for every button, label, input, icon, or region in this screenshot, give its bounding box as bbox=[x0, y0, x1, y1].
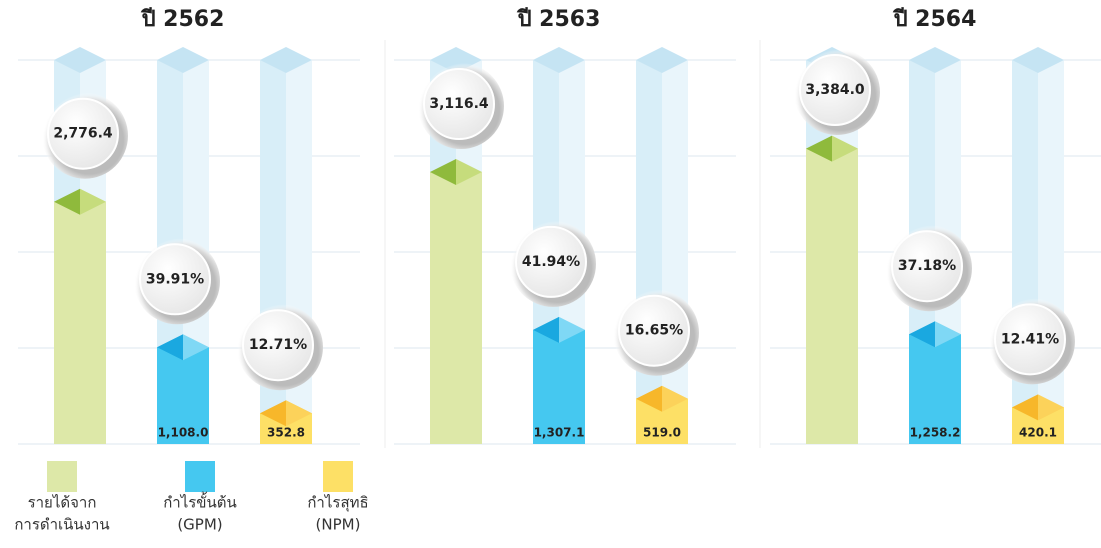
bar-cap bbox=[832, 135, 858, 162]
panel-title: ปี 2562 bbox=[140, 7, 224, 32]
bar-cap bbox=[54, 188, 80, 215]
value-label: 1,108.0 bbox=[158, 426, 209, 440]
badge-label: 37.18% bbox=[898, 258, 956, 274]
column-cap bbox=[157, 47, 209, 73]
bar bbox=[909, 334, 961, 444]
badge-label: 2,776.4 bbox=[53, 126, 113, 142]
bar-cap bbox=[183, 334, 209, 361]
bar-cap bbox=[1012, 394, 1038, 421]
legend-swatch bbox=[323, 461, 353, 492]
value-label: 1,307.1 bbox=[534, 426, 585, 440]
badge-label: 39.91% bbox=[146, 271, 204, 287]
bar-cap bbox=[430, 159, 456, 186]
panel-title: ปี 2564 bbox=[892, 7, 976, 32]
badge bbox=[242, 309, 314, 382]
column-cap bbox=[636, 47, 688, 73]
badge bbox=[891, 230, 963, 303]
badge bbox=[994, 303, 1066, 376]
badge-label: 3,116.4 bbox=[429, 96, 489, 112]
bar-cap bbox=[533, 316, 559, 343]
column-bg-left bbox=[636, 60, 662, 444]
bar-cap bbox=[80, 188, 106, 215]
bar-cap bbox=[559, 316, 585, 343]
legend-label: (NPM) bbox=[316, 516, 361, 534]
bar-cap bbox=[1038, 394, 1064, 421]
bar-cap bbox=[909, 321, 935, 348]
legend-label: (GPM) bbox=[177, 516, 222, 534]
column-bg-left bbox=[1012, 60, 1038, 444]
bar-cap bbox=[636, 385, 662, 412]
column-cap bbox=[1012, 47, 1064, 73]
bar-cap bbox=[935, 321, 961, 348]
badge bbox=[47, 97, 119, 170]
bar bbox=[157, 347, 209, 444]
column-cap bbox=[260, 47, 312, 73]
column-cap bbox=[533, 47, 585, 73]
bar-cap bbox=[456, 159, 482, 186]
badge bbox=[799, 54, 871, 126]
badge bbox=[618, 294, 690, 367]
bar-cap bbox=[157, 334, 183, 361]
bar bbox=[533, 329, 585, 444]
column-cap bbox=[54, 47, 106, 73]
legend-swatch bbox=[185, 461, 215, 492]
badge-label: 16.65% bbox=[625, 323, 683, 339]
bar-cap bbox=[260, 400, 286, 427]
value-label: 1,258.2 bbox=[910, 426, 961, 440]
bar-cap bbox=[662, 385, 688, 412]
bar bbox=[806, 148, 858, 444]
bar-cap bbox=[286, 400, 312, 427]
value-label: 352.8 bbox=[267, 426, 305, 440]
badge-label: 12.71% bbox=[249, 337, 307, 353]
legend-label: การดำเนินงาน bbox=[14, 516, 109, 534]
badge-label: 12.41% bbox=[1001, 331, 1059, 347]
badge bbox=[515, 225, 587, 298]
bar bbox=[430, 172, 482, 445]
legend-label: กำไรขั้นต้น bbox=[163, 492, 237, 512]
legend-label: รายได้จาก bbox=[28, 494, 97, 512]
badge bbox=[423, 68, 495, 141]
value-label: 420.1 bbox=[1019, 426, 1057, 440]
legend-label: กำไรสุทธิ bbox=[307, 494, 368, 513]
badge-label: 41.94% bbox=[522, 254, 580, 270]
badge-label: 3,384.0 bbox=[805, 82, 865, 98]
bar-cap bbox=[806, 135, 832, 162]
badge bbox=[139, 243, 211, 316]
panel-title: ปี 2563 bbox=[516, 7, 600, 32]
column-cap bbox=[909, 47, 961, 73]
value-label: 519.0 bbox=[643, 426, 681, 440]
legend-swatch bbox=[47, 461, 77, 492]
bar bbox=[54, 201, 106, 444]
